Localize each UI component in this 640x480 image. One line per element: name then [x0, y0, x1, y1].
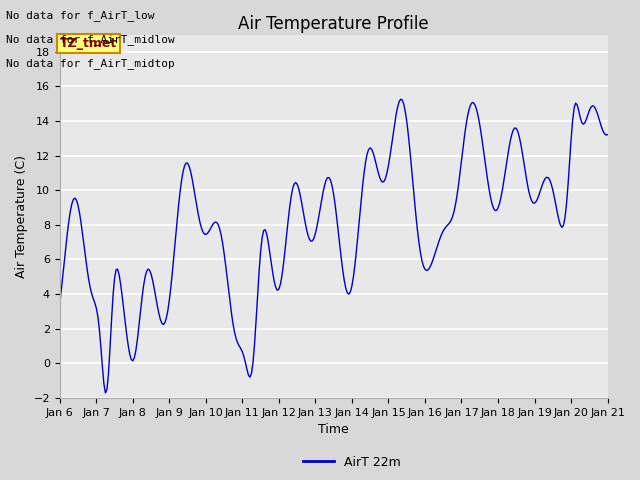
Y-axis label: Air Temperature (C): Air Temperature (C)	[15, 155, 28, 278]
Text: TZ_tmet: TZ_tmet	[60, 37, 117, 50]
Text: No data for f_AirT_midlow: No data for f_AirT_midlow	[6, 34, 175, 45]
Text: No data for f_AirT_low: No data for f_AirT_low	[6, 10, 155, 21]
Legend: AirT 22m: AirT 22m	[298, 451, 406, 474]
X-axis label: Time: Time	[318, 423, 349, 436]
Text: No data for f_AirT_midtop: No data for f_AirT_midtop	[6, 58, 175, 69]
Title: Air Temperature Profile: Air Temperature Profile	[238, 15, 429, 33]
